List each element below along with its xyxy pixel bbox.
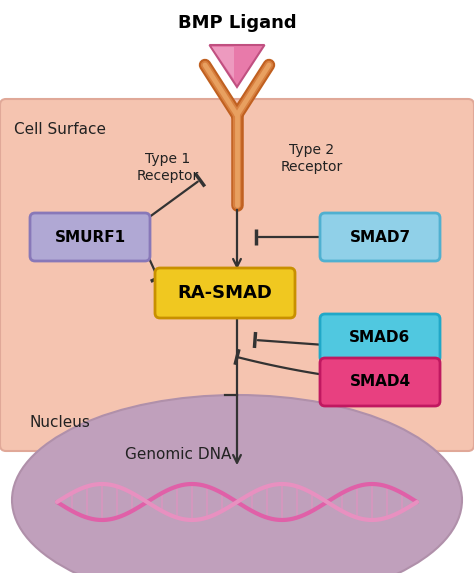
FancyBboxPatch shape (155, 268, 295, 318)
Text: SMURF1: SMURF1 (55, 230, 126, 245)
FancyBboxPatch shape (0, 99, 474, 451)
FancyBboxPatch shape (320, 358, 440, 406)
FancyBboxPatch shape (320, 213, 440, 261)
FancyBboxPatch shape (30, 213, 150, 261)
Text: Nucleus: Nucleus (30, 415, 91, 430)
Text: Type 2
Receptor: Type 2 Receptor (281, 143, 343, 174)
Text: BMP Ligand: BMP Ligand (178, 14, 296, 32)
Polygon shape (212, 47, 234, 79)
Text: Type 1
Receptor: Type 1 Receptor (137, 152, 199, 183)
Text: SMAD4: SMAD4 (349, 375, 410, 390)
Text: Genomic DNA: Genomic DNA (125, 447, 231, 462)
Polygon shape (210, 45, 264, 87)
Text: Cell Surface: Cell Surface (14, 122, 106, 137)
Text: SMAD6: SMAD6 (349, 331, 410, 346)
Text: RA-SMAD: RA-SMAD (178, 284, 273, 302)
Ellipse shape (12, 395, 462, 573)
Text: SMAD7: SMAD7 (349, 230, 410, 245)
FancyBboxPatch shape (320, 314, 440, 362)
